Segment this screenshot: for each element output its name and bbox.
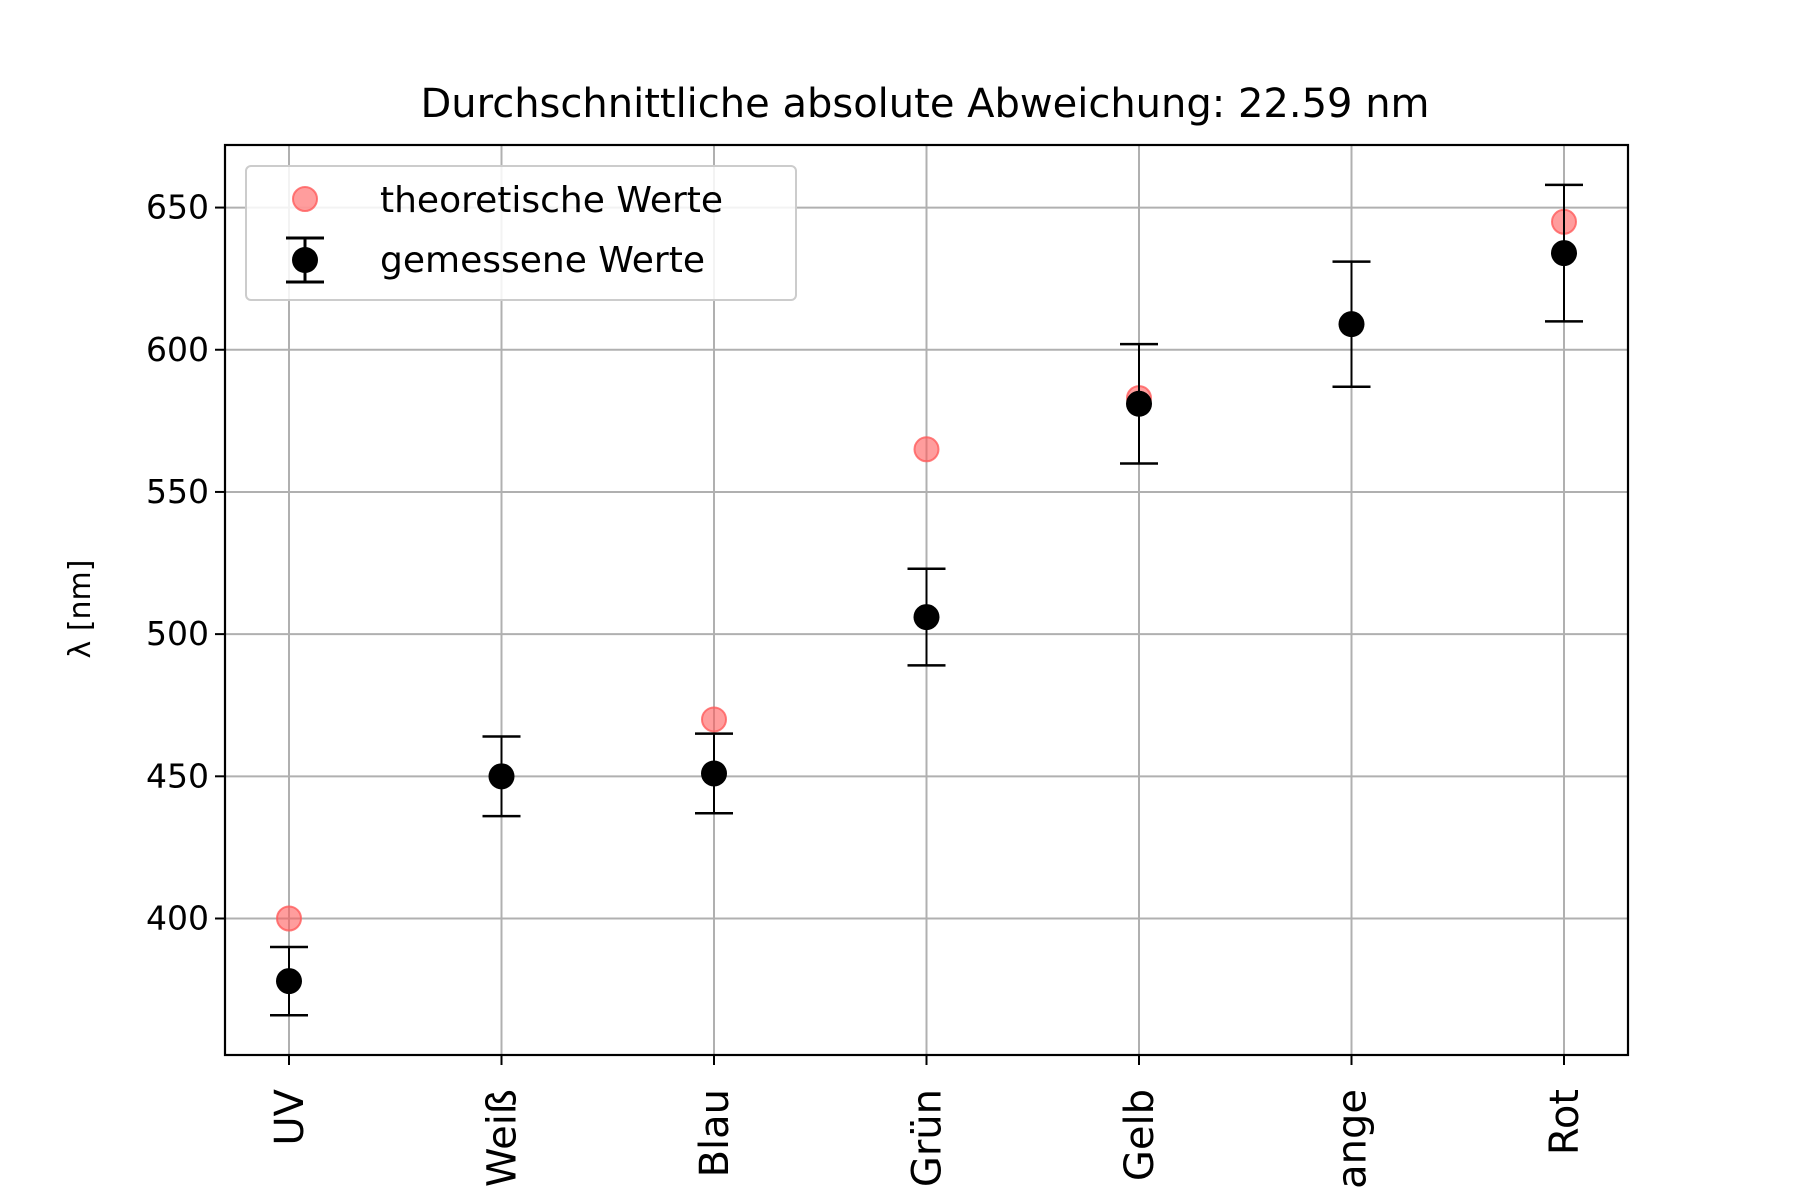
measured-point [1338,311,1365,338]
measured-point [1551,240,1577,267]
x-tick-label: ange [1330,1089,1376,1189]
y-tick-label: 600 [146,330,209,369]
legend-box [245,165,797,301]
y-ticks: 400 450 500 550 600 650 [146,188,225,938]
y-tick-label: 500 [146,614,209,653]
y-tick-label: 550 [146,472,209,511]
measured-point [701,760,727,787]
theoretical-point [276,905,302,932]
x-tick-label: UV [267,1088,313,1145]
legend-label-measured: gemessene Werte [380,240,705,281]
legend-marker-measured [292,247,318,273]
measured-point [276,968,302,995]
theoretical-point [913,436,940,463]
legend: theoretische Werte gemessene Werte [245,165,797,301]
y-tick-label: 650 [146,188,209,227]
x-tick-label: Rot [1542,1089,1588,1155]
legend-label-theoretical: theoretische Werte [380,180,723,221]
y-axis-label: λ [nm] [63,560,98,659]
plot-frame [223,143,1630,1057]
chart-title: Durchschnittliche absolute Abweichung: 2… [420,81,1429,127]
x-tick-label: Grün [905,1089,951,1187]
data-marks [270,183,1583,1017]
measured-point [913,604,940,631]
x-tick-label: Blau [692,1089,738,1177]
measured-point [488,763,515,790]
y-tick-label: 400 [146,899,209,938]
measured-point [1126,390,1152,417]
x-tick-label: Weiß [480,1089,526,1187]
theoretical-point [701,706,727,733]
y-tick-label: 450 [146,756,209,795]
legend-marker-theoretical [292,186,318,212]
x-ticks: UV Weiß Blau Grün Gelb ange Rot [267,1055,1588,1189]
x-tick-label: Gelb [1117,1089,1163,1181]
